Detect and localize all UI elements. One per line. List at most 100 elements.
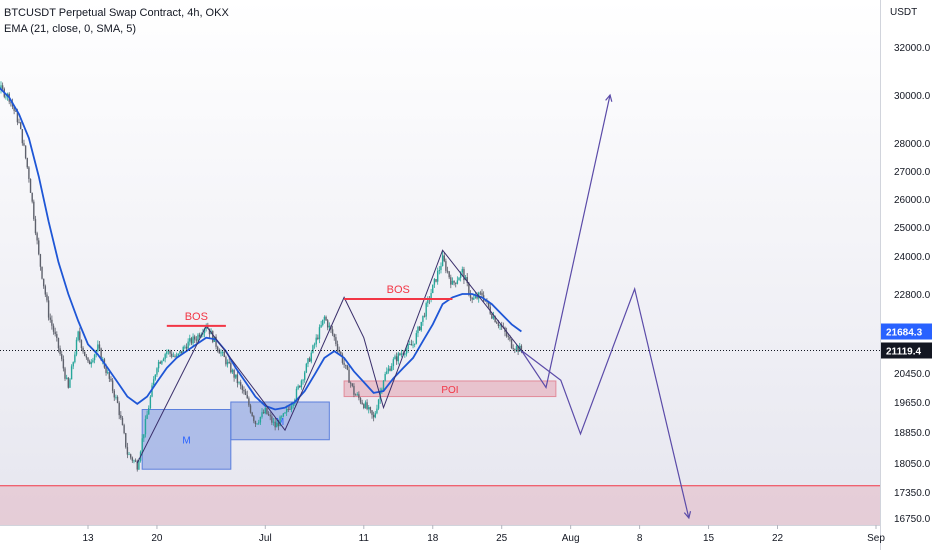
candle-body [335,337,336,344]
candle-body [412,345,413,346]
candle-body [54,332,55,334]
x-tick-label: 15 [703,533,715,544]
candle-body [288,409,289,410]
candle-body [416,333,417,344]
candle [27,158,28,169]
candle-body [174,356,175,357]
candle-body [125,433,126,447]
candle-body [462,269,463,272]
candle-body [194,336,195,339]
candle [25,145,26,159]
candle-body [224,352,225,357]
candle-body [370,407,371,410]
candle [76,337,77,356]
candle-body [352,384,353,386]
candle-body [153,379,154,385]
candle-body [99,344,100,348]
x-tick-label: 25 [496,533,508,544]
candle-body [199,335,200,337]
zone-label-2: POI [441,385,458,396]
candle-body [324,317,325,320]
bottom-support-zone [0,486,880,525]
price-badge-label-1: 21119.4 [886,346,921,357]
candle-body [357,394,358,395]
candle [212,330,213,343]
candle-body [256,424,257,425]
candle [150,395,151,409]
candle-body [260,417,261,422]
candle-body [363,404,364,408]
candle-body [473,298,474,299]
candle-body [491,314,492,319]
y-tick-label: 24000.0 [894,252,931,263]
candle-body [217,347,218,351]
candle-body [421,322,422,330]
candle [69,378,70,388]
candle-body [508,336,509,337]
candle-body [77,331,78,339]
candle [77,331,78,342]
candle-body [86,356,87,358]
candle-body [253,416,254,421]
candle-body [58,338,59,348]
x-tick-label: 20 [151,533,163,544]
candle-body [404,354,405,355]
candle-body [127,447,128,454]
candle-body [284,413,285,414]
candle-body [350,383,351,384]
price-badge-label-0: 21684.3 [886,328,923,339]
candle [41,266,42,279]
candle [251,412,252,417]
candle-body [496,322,497,324]
candle-body [237,374,238,383]
candle-body [196,340,197,341]
candle-body [297,386,298,389]
candle-body [18,122,19,123]
candle-body [255,421,256,424]
candle-body [148,408,149,414]
candle-body [327,320,328,327]
candle-body [82,348,83,352]
candle-body [512,348,513,349]
candle-body [425,303,426,316]
bos-label-1: BOS [387,284,410,296]
candle-body [115,397,116,398]
time-axis-background [0,525,880,550]
candle-body [25,146,26,158]
candle-body [320,325,321,327]
candle-body [442,255,443,266]
candle-body [329,326,330,328]
candle-body [396,356,397,361]
candle-body [45,286,46,294]
candle-body [128,454,129,455]
candle-body [28,167,29,179]
candle-body [366,402,367,409]
candle-body [68,378,69,388]
candle-body [227,362,228,364]
y-tick-label: 22800.0 [894,290,931,301]
candle-body [453,281,454,283]
candle-body [71,366,72,379]
candle-body [69,379,70,387]
candle-body [271,416,272,422]
candle-body [432,285,433,293]
candle-body [268,414,269,415]
candle-body [105,368,106,373]
candle-body [435,279,436,282]
candle-body [192,336,193,343]
candle-body [155,375,156,380]
candle-body [334,334,335,337]
candle-body [27,158,28,167]
bos-label-0: BOS [185,311,208,323]
candle-body [337,344,338,350]
candle-body [407,344,408,349]
candle-body [353,386,354,395]
candle-body [107,372,108,373]
candle-body [304,373,305,380]
candle-body [343,363,344,365]
candle-body [319,327,320,339]
candle-body [74,355,75,363]
y-tick-label: 30000.0 [894,91,931,102]
